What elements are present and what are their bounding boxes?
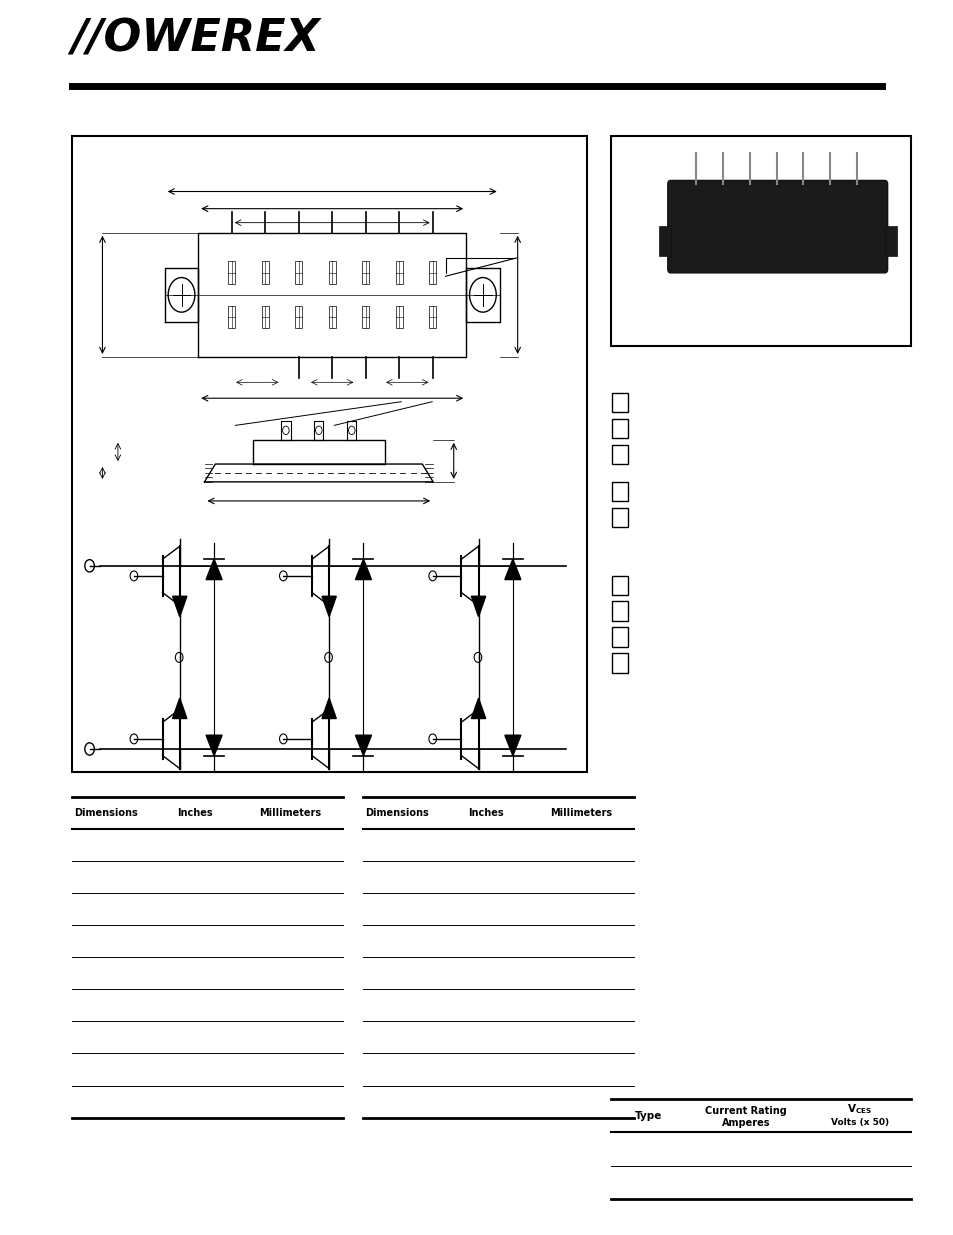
Text: Dimensions: Dimensions bbox=[74, 808, 138, 818]
Bar bbox=[612, 393, 627, 412]
Polygon shape bbox=[471, 597, 485, 616]
Circle shape bbox=[168, 278, 194, 312]
Polygon shape bbox=[355, 735, 371, 756]
Bar bbox=[228, 262, 235, 284]
Circle shape bbox=[348, 426, 355, 435]
Bar bbox=[612, 508, 627, 527]
Bar bbox=[612, 627, 627, 647]
Bar bbox=[612, 482, 627, 501]
FancyBboxPatch shape bbox=[667, 180, 886, 273]
Bar bbox=[294, 306, 302, 329]
Polygon shape bbox=[355, 559, 371, 579]
Text: Millimeters: Millimeters bbox=[550, 808, 612, 818]
Bar bbox=[883, 226, 896, 256]
Text: Current Rating: Current Rating bbox=[704, 1105, 786, 1115]
Polygon shape bbox=[321, 698, 335, 719]
Circle shape bbox=[282, 426, 289, 435]
Bar bbox=[395, 262, 402, 284]
Bar bbox=[261, 262, 269, 284]
Text: //OWEREX: //OWEREX bbox=[71, 17, 320, 61]
Bar bbox=[658, 226, 670, 256]
Bar bbox=[612, 576, 627, 595]
Polygon shape bbox=[504, 735, 520, 756]
Text: Millimeters: Millimeters bbox=[259, 808, 321, 818]
Polygon shape bbox=[206, 559, 222, 579]
Polygon shape bbox=[172, 597, 187, 616]
Bar bbox=[362, 306, 369, 329]
Text: Type: Type bbox=[634, 1110, 661, 1121]
Polygon shape bbox=[504, 559, 520, 579]
Text: Inches: Inches bbox=[177, 808, 213, 818]
Bar bbox=[228, 306, 235, 329]
Bar bbox=[612, 445, 627, 464]
Bar bbox=[612, 419, 627, 438]
Bar bbox=[429, 306, 436, 329]
Bar bbox=[429, 262, 436, 284]
Bar bbox=[328, 306, 335, 329]
Text: Volts (x 50): Volts (x 50) bbox=[830, 1118, 888, 1128]
Bar bbox=[294, 262, 302, 284]
Bar bbox=[612, 653, 627, 673]
Polygon shape bbox=[172, 698, 187, 719]
Bar bbox=[71, 136, 586, 772]
Text: Dimensions: Dimensions bbox=[365, 808, 429, 818]
Circle shape bbox=[315, 426, 322, 435]
Bar bbox=[261, 306, 269, 329]
Bar bbox=[362, 262, 369, 284]
Text: $\mathbf{V_{CES}}$: $\mathbf{V_{CES}}$ bbox=[846, 1103, 872, 1116]
Polygon shape bbox=[321, 597, 335, 616]
Polygon shape bbox=[471, 698, 485, 719]
Text: Amperes: Amperes bbox=[720, 1118, 769, 1128]
Bar bbox=[328, 262, 335, 284]
Polygon shape bbox=[206, 735, 222, 756]
Circle shape bbox=[469, 278, 496, 312]
Text: Inches: Inches bbox=[468, 808, 503, 818]
Bar bbox=[612, 601, 627, 621]
Bar bbox=[610, 136, 910, 346]
Bar bbox=[395, 306, 402, 329]
